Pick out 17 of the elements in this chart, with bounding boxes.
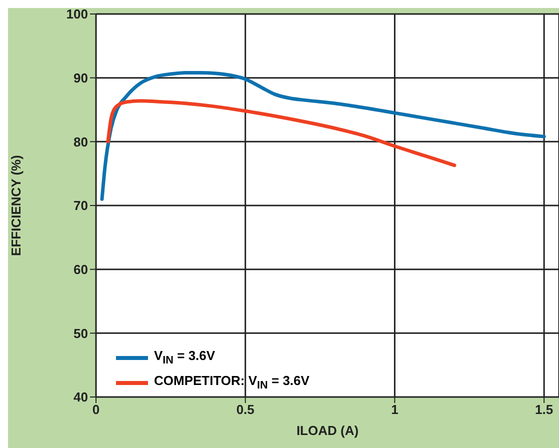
x-tick-label: 1.5 bbox=[535, 402, 554, 418]
y-tick-label: 70 bbox=[74, 198, 88, 214]
line-series bbox=[100, 70, 546, 201]
line-series bbox=[106, 99, 456, 168]
x-axis-title: ILOAD (A) bbox=[296, 423, 359, 438]
y-tick-label: 60 bbox=[74, 262, 88, 277]
legend-label: COMPETITOR: V$_{IN}$ = 3.6V bbox=[154, 372, 310, 394]
y-tick-label: 90 bbox=[74, 70, 88, 86]
y-axis-title: EFFICIENCY (%) bbox=[8, 155, 24, 256]
y-tick-label: 40 bbox=[74, 390, 88, 405]
x-tick-label: 0.5 bbox=[236, 402, 254, 418]
y-tick-label: 50 bbox=[74, 326, 88, 341]
y-tick-label: 100 bbox=[66, 6, 88, 22]
x-tick-label: 0 bbox=[92, 402, 100, 418]
legend-label: V$_{IN}$ = 3.6V bbox=[154, 347, 216, 369]
x-tick-label: 1 bbox=[391, 402, 398, 418]
y-tick-label: 80 bbox=[74, 134, 88, 150]
